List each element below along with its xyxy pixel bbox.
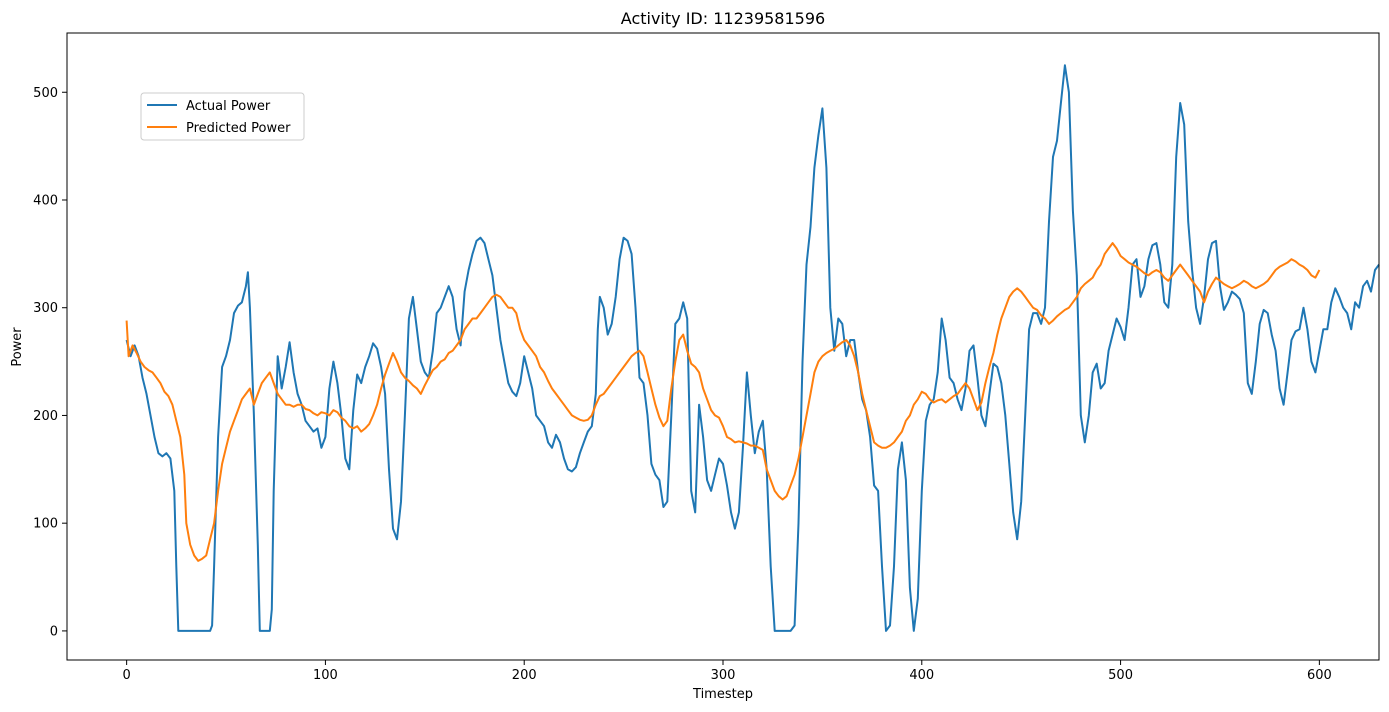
plot-series [125, 64, 1380, 632]
series-line-predicted-power [125, 242, 1321, 562]
y-tick-label: 200 [33, 409, 58, 424]
x-tick-label: 400 [909, 668, 934, 683]
x-tick-label: 500 [1108, 668, 1133, 683]
series-line-actual-power [125, 64, 1380, 632]
y-axis-ticks: 0 100 200 300 400 500 [33, 86, 67, 639]
legend: Actual Power Predicted Power [140, 92, 305, 141]
y-tick-label: 100 [33, 517, 58, 532]
y-tick-label: 0 [50, 624, 58, 639]
x-axis-ticks: 0 100 200 300 400 500 600 [122, 660, 1332, 683]
y-tick-label: 500 [33, 86, 58, 101]
legend-label-actual-power: Actual Power [186, 99, 271, 114]
x-axis-label: Timestep [692, 687, 753, 702]
legend-box [140, 92, 305, 141]
y-tick-label: 400 [33, 193, 58, 208]
x-tick-label: 0 [122, 668, 130, 683]
x-tick-label: 300 [711, 668, 736, 683]
x-tick-label: 600 [1307, 668, 1332, 683]
x-tick-label: 200 [512, 668, 537, 683]
legend-label-predicted-power: Predicted Power [186, 121, 291, 136]
y-axis-label: Power [10, 327, 25, 367]
chart-title: Activity ID: 11239581596 [621, 9, 825, 28]
y-tick-label: 300 [33, 301, 58, 316]
x-tick-label: 100 [313, 668, 338, 683]
